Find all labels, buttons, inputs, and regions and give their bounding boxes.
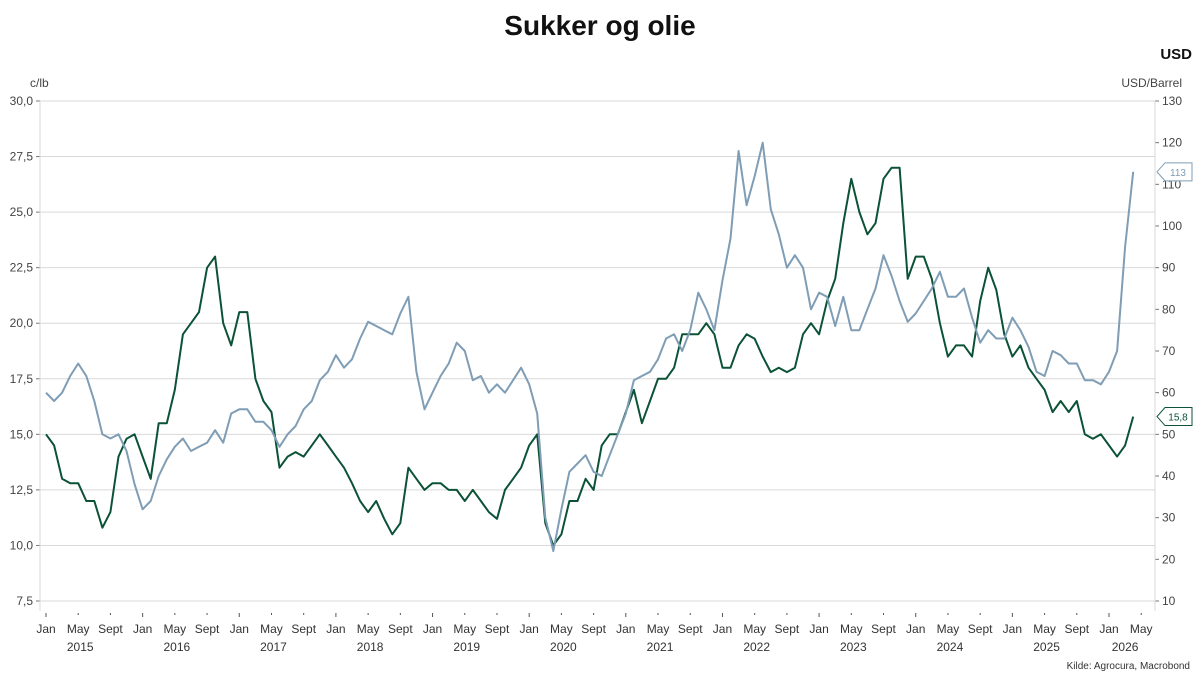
right-tick-label: 70 <box>1162 344 1176 358</box>
x-year-label: 2025 <box>1033 640 1060 654</box>
x-month-label: May <box>453 622 476 636</box>
x-month-label: Jan <box>1099 622 1118 636</box>
x-month-label: Jan <box>713 622 732 636</box>
left-tick-label: 25,0 <box>10 205 34 219</box>
x-month-label: May <box>67 622 90 636</box>
x-month-label: May <box>937 622 960 636</box>
left-tick-label: 12,5 <box>10 483 34 497</box>
x-month-label: May <box>357 622 380 636</box>
x-month-label: Sept <box>678 622 703 636</box>
x-month-label: Sept <box>98 622 123 636</box>
right-tick-label: 60 <box>1162 386 1176 400</box>
x-month-label: May <box>164 622 187 636</box>
left-tick-label: 17,5 <box>10 372 34 386</box>
x-year-label: 2024 <box>937 640 964 654</box>
x-month-label: Sept <box>581 622 606 636</box>
x-year-label: 2020 <box>550 640 577 654</box>
x-month-label: Jan <box>423 622 442 636</box>
oil-last-value: 113 <box>1170 168 1186 179</box>
right-tick-label: 10 <box>1162 594 1176 608</box>
x-month-label: Sept <box>1064 622 1089 636</box>
x-month-label: May <box>1130 622 1153 636</box>
x-month-label: Jan <box>230 622 249 636</box>
left-axis-unit: c/lb <box>30 76 49 90</box>
x-month-label: Sept <box>485 622 510 636</box>
x-month-label: Sept <box>871 622 896 636</box>
sugar-last-callout <box>1156 407 1193 427</box>
x-year-label: 2022 <box>743 640 770 654</box>
x-year-label: 2018 <box>357 640 384 654</box>
x-year-label: 2015 <box>67 640 94 654</box>
right-axis-title: USD <box>1160 46 1192 63</box>
left-tick-label: 7,5 <box>16 594 33 608</box>
right-tick-label: 90 <box>1162 261 1176 275</box>
x-month-label: Jan <box>616 622 635 636</box>
right-tick-label: 20 <box>1162 552 1176 566</box>
right-tick-label: 40 <box>1162 469 1176 483</box>
x-month-label: Sept <box>388 622 413 636</box>
source-note: Kilde: Agrocura, Macrobond <box>1066 661 1190 672</box>
x-month-label: May <box>1033 622 1056 636</box>
x-year-label: 2019 <box>453 640 480 654</box>
right-tick-label: 30 <box>1162 511 1176 525</box>
oil-line <box>45 141 1135 552</box>
right-tick-label: 130 <box>1162 94 1182 108</box>
left-tick-label: 27,5 <box>10 150 34 164</box>
x-year-label: 2021 <box>647 640 674 654</box>
sugar-last-value: 15,8 <box>1168 413 1188 424</box>
x-year-label: 2016 <box>163 640 190 654</box>
x-month-label: Jan <box>1003 622 1022 636</box>
x-year-label: 2026 <box>1112 640 1139 654</box>
x-month-label: Jan <box>809 622 828 636</box>
x-month-label: Sept <box>968 622 993 636</box>
left-tick-label: 10,0 <box>10 538 34 552</box>
right-tick-label: 80 <box>1162 302 1176 316</box>
x-month-label: Sept <box>195 622 220 636</box>
left-tick-label: 15,0 <box>10 427 34 441</box>
left-tick-label: 20,0 <box>10 316 34 330</box>
x-month-label: May <box>647 622 670 636</box>
x-month-label: May <box>743 622 766 636</box>
x-month-label: May <box>840 622 863 636</box>
x-month-label: Jan <box>906 622 925 636</box>
sugar-line <box>45 166 1135 547</box>
right-tick-label: 120 <box>1162 136 1182 150</box>
right-tick-label: 100 <box>1162 219 1182 233</box>
x-month-label: May <box>260 622 283 636</box>
right-axis-unit: USD/Barrel <box>1121 76 1182 90</box>
x-month-label: Sept <box>775 622 800 636</box>
oil-last-callout <box>1156 162 1193 182</box>
left-tick-label: 22,5 <box>10 261 34 275</box>
left-tick-label: 30,0 <box>10 94 34 108</box>
x-year-label: 2023 <box>840 640 867 654</box>
x-month-label: Sept <box>291 622 316 636</box>
x-month-label: Jan <box>520 622 539 636</box>
chart-title: Sukker og olie <box>504 10 696 41</box>
x-month-label: Jan <box>36 622 55 636</box>
x-month-label: Jan <box>326 622 345 636</box>
x-month-label: Jan <box>133 622 152 636</box>
right-tick-label: 50 <box>1162 427 1176 441</box>
x-year-label: 2017 <box>260 640 287 654</box>
x-month-label: May <box>550 622 573 636</box>
